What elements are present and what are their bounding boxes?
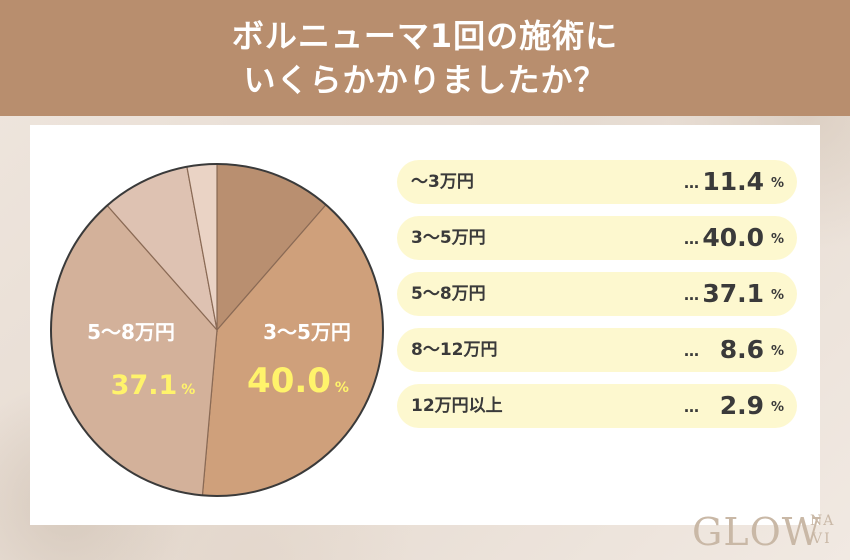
pie-outline: [50, 163, 384, 497]
legend-value-8-12: 8.6: [719, 335, 764, 364]
legend-row-8-12: 8〜12万円 … 8.6%: [397, 328, 797, 372]
logo-sub-text-2: VI: [812, 531, 832, 547]
legend-dots-3-5: …: [684, 230, 699, 248]
title-line-1: ボルニューマ1回の施術に: [231, 17, 619, 55]
legend-dots-under-3: …: [684, 174, 699, 192]
pie-label-3-5: 3〜5万円: [263, 320, 351, 344]
legend-category-8-12: 8〜12万円: [411, 340, 498, 360]
legend-category-over-12: 12万円以上: [411, 396, 503, 416]
title-line-2: いくらかかりましたか？: [243, 61, 607, 99]
legend-category-3-5: 3〜5万円: [411, 228, 486, 248]
legend-dots-over-12: …: [684, 398, 699, 416]
legend-value-3-5: 40.0: [702, 223, 764, 252]
pie-value-3-5: 40.0%: [247, 361, 349, 401]
pie-label-5-8: 5〜8万円: [87, 320, 175, 344]
page-title: ボルニューマ1回の施術に いくらかかりましたか？: [0, 14, 850, 102]
logo-sub-text-1: NA: [810, 513, 835, 529]
legend-category-5-8: 5〜8万円: [411, 284, 486, 304]
legend-category-under-3: 〜3万円: [411, 172, 474, 192]
legend-value-over-12: 2.9: [719, 391, 764, 420]
legend-row-3-5: 3〜5万円 … 40.0%: [397, 216, 797, 260]
glow-navi-logo: GLOW NA VI: [692, 506, 842, 556]
legend-unit-8-12: %: [770, 344, 784, 359]
legend-dots-5-8: …: [684, 286, 699, 304]
header-banner: ボルニューマ1回の施術に いくらかかりましたか？: [0, 0, 850, 116]
legend-row-5-8: 5〜8万円 … 37.1%: [397, 272, 797, 316]
pie-value-5-8: 37.1%: [111, 370, 196, 401]
legend-unit-over-12: %: [770, 400, 784, 415]
legend-dots-8-12: …: [684, 342, 699, 360]
legend-value-5-8: 37.1: [702, 279, 764, 308]
legend-value-under-3: 11.4: [702, 167, 764, 196]
legend-row-over-12: 12万円以上 … 2.9%: [397, 384, 797, 428]
legend-unit-5-8: %: [770, 288, 784, 303]
legend-row-under-3: 〜3万円 … 11.4%: [397, 160, 797, 204]
legend-unit-3-5: %: [770, 232, 784, 247]
legend-unit-under-3: %: [770, 176, 784, 191]
logo-main-text: GLOW: [692, 510, 822, 554]
